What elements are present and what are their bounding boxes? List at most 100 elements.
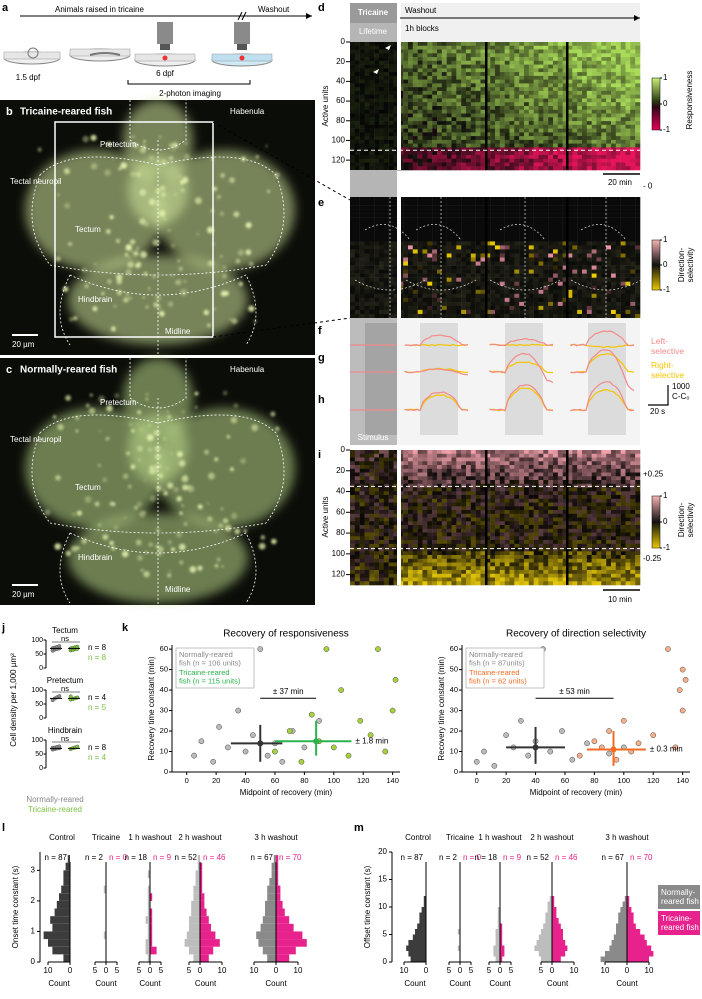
heat-cell [393,309,399,315]
heat-cell [514,245,520,250]
heat-cell [499,301,505,307]
heat-cell [359,237,365,242]
heat-cell [548,301,554,307]
heat-cell [611,158,617,163]
heat-cell [582,166,588,171]
heat-cell [577,72,583,77]
heat-cell [509,269,515,274]
heat-cell [364,269,370,274]
heat-cell [475,468,481,473]
heat-cell [432,158,438,163]
heat-cell [630,94,636,99]
heat-cell [437,117,443,122]
heat-cell [475,75,481,80]
heat-cell [359,136,365,141]
heat-cell [354,154,360,159]
heat-cell [528,465,534,469]
heat-cell [582,136,588,141]
heat-cell [422,42,428,47]
cell [179,511,183,515]
heat-cell [562,476,568,481]
heat-cell [412,83,418,88]
cell [124,253,129,257]
heat-cell [504,139,510,144]
heat-cell [553,285,559,290]
heat-cell [461,45,467,50]
cell [94,501,100,507]
heat-cell [374,297,380,303]
heat-cell [480,106,486,111]
heat-cell [606,209,612,214]
heat-cell [509,293,515,299]
heat-cell [586,245,592,250]
heat-cell [408,147,414,152]
heat-cell [548,197,554,202]
heat-cell [577,98,583,103]
heat-cell [403,162,409,167]
stimulus-band [365,323,397,435]
cell [168,229,171,232]
heat-cell [586,75,592,80]
heat-cell [475,229,481,234]
heat-cell [432,221,438,226]
cell [143,140,146,143]
heat-cell [432,154,438,159]
heat-cell [538,147,544,152]
heat-cell [567,139,573,144]
heat-cell [514,45,520,50]
heat-cell [577,49,583,54]
heat-cell [408,121,414,126]
heat-cell [369,124,375,129]
heat-cell [635,241,641,246]
heat-cell [432,465,438,469]
heat-cell [475,94,481,99]
heat-cell [524,461,530,466]
heat-cell [630,285,636,290]
heat-cell [596,197,602,202]
heat-cell [403,42,409,47]
heat-cell [350,297,356,303]
heat-cell [630,213,636,218]
heat-cell [543,166,549,171]
heat-cell [553,457,559,462]
heat-cell [412,249,418,254]
heat-cell [582,162,588,167]
heat-cell [350,53,356,58]
heat-cell [601,450,607,454]
arrowhead-marker [337,105,343,110]
heat-cell [630,109,636,114]
heat-cell [427,273,433,278]
heat-cell [379,261,385,266]
cell [270,411,276,417]
heat-cell [393,143,399,148]
heat-cell [427,87,433,92]
heat-cell [417,309,423,315]
heat-cell [422,121,428,126]
heat-cell [543,468,549,473]
heat-cell [557,158,563,163]
heat-cell [417,221,423,226]
panel-label: b [6,106,13,118]
heat-cell [432,253,438,258]
heat-cell [490,94,496,99]
heat-cell [403,468,409,473]
heat-cell [403,457,409,462]
heat-cell [441,166,447,171]
heat-cell [354,45,360,50]
heat-cell [369,305,375,311]
heat-cell [528,225,534,230]
heat-cell [480,237,486,242]
region-label: Hindbrain [78,553,112,562]
heat-cell [379,221,385,226]
heat-cell [509,297,515,303]
heat-cell [427,453,433,458]
heat-cell [422,314,428,319]
heat-cell [383,94,389,99]
heat-cell [533,136,539,141]
heat-cell [359,154,365,159]
heat-cell [480,225,486,230]
heat-cell [408,277,414,282]
heat-cell [393,158,399,163]
heat-cell [461,465,467,469]
heat-cell [451,480,457,484]
